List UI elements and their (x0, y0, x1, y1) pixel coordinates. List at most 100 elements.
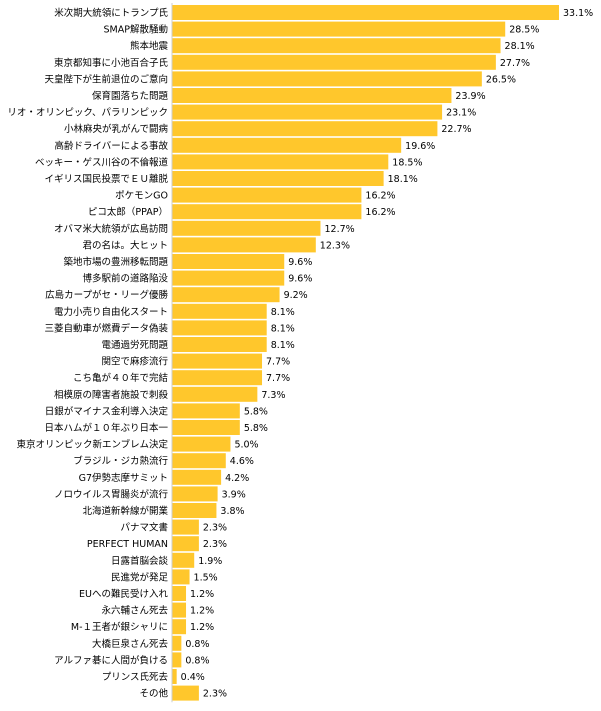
value-label: 2.3% (203, 689, 227, 700)
bar (172, 137, 402, 153)
value-label: 1.9% (198, 556, 222, 567)
value-label: 7.7% (266, 357, 290, 368)
value-label: 2.3% (203, 539, 227, 550)
category-label: 北海道新幹線が開業 (82, 505, 168, 517)
value-label: 9.6% (288, 274, 312, 285)
value-label: 9.6% (288, 257, 312, 268)
category-label: 高齢ドライバーによる事故 (54, 140, 168, 152)
bar (172, 519, 199, 535)
category-label: アルファ碁に人間が負ける (54, 654, 168, 666)
category-label: イギリス国民投票でＥＵ離脱 (44, 173, 168, 185)
category-labels: 米次期大統領にトランプ氏 SMAP解散騒動熊本地震東京都知事に小池百合子氏天皇陛下… (7, 7, 168, 700)
bar (172, 171, 384, 186)
category-label: PERFECT HUMAN (87, 539, 168, 550)
value-label: 5.8% (244, 423, 268, 434)
bar (172, 121, 438, 137)
bar (172, 254, 285, 269)
value-label: 19.6% (405, 141, 435, 152)
bar (172, 353, 263, 369)
bars-group (172, 5, 559, 701)
category-label: ピコ太郎（PPAP） (88, 206, 168, 218)
bar (172, 420, 240, 435)
bar (172, 320, 267, 336)
bar (172, 685, 199, 701)
category-label: 日銀がマイナス金利導入決定 (45, 405, 169, 417)
bar (172, 287, 280, 303)
value-label: 8.1% (271, 340, 295, 351)
category-label: 小林麻央が乳がんで闘病 (64, 123, 169, 135)
value-label: 16.2% (365, 207, 395, 218)
bar (172, 569, 190, 585)
value-labels: 33.1% 28.5% 28.1% 27.7% 26.5%23.9% 23.1% 22.7%… (181, 8, 594, 700)
value-label: 3.8% (220, 506, 244, 517)
value-label: 28.1% (505, 41, 535, 52)
value-label: 4.6% (230, 456, 254, 467)
bar (172, 619, 187, 635)
category-label: 三菱自動車が燃費データ偽装 (44, 322, 168, 334)
category-label: SMAP解散騒動 (104, 24, 168, 36)
category-label: ノロウイルス胃腸炎が流行 (54, 488, 169, 500)
value-label: 0.8% (185, 639, 209, 650)
bar (172, 71, 482, 87)
bar (172, 602, 187, 618)
category-label: G7伊勢志摩サミット (79, 472, 168, 484)
bar (172, 469, 222, 485)
bar (172, 503, 217, 518)
category-label: 保育園落ちた問題 (92, 90, 169, 102)
bar (172, 436, 231, 452)
bar (172, 337, 267, 352)
bar (172, 220, 321, 236)
value-label: 3.9% (222, 489, 246, 500)
bar (172, 552, 195, 568)
category-label: ポケモンGO (115, 191, 168, 202)
category-label: ベッキー・ゲス川谷の不倫報道 (35, 156, 169, 168)
value-label: 16.2% (365, 191, 395, 202)
category-label: 民進党が発足 (111, 571, 169, 583)
bar (172, 88, 452, 103)
bar (172, 386, 258, 402)
category-label: 米次期大統領にトランプ氏 (54, 7, 168, 19)
bar (172, 154, 389, 170)
bar (172, 38, 501, 54)
bar (172, 486, 218, 502)
value-label: 27.7% (500, 58, 530, 69)
category-label: 博多駅前の道路陥没 (82, 273, 168, 285)
value-label: 9.2% (284, 290, 308, 301)
bar (172, 204, 362, 220)
bar (172, 270, 285, 286)
bar (172, 21, 506, 37)
category-label: ブラジル・ジカ熱流行 (73, 455, 168, 467)
category-label: 大橋巨泉さん死去 (92, 638, 169, 650)
category-label: 築地市場の豊洲移転問題 (63, 256, 168, 268)
value-label: 7.3% (261, 390, 285, 401)
bar (172, 187, 362, 203)
value-label: 0.8% (185, 655, 209, 666)
value-label: 1.2% (190, 606, 214, 617)
bar (172, 536, 199, 552)
category-label: 電通過労死問題 (101, 339, 168, 351)
value-label: 23.9% (455, 91, 485, 102)
bar (172, 237, 316, 253)
category-label: 電力小売り自由化スタート (54, 306, 168, 318)
category-label: リオ・オリンピック、パラリンピック (7, 108, 168, 119)
bar (172, 104, 443, 120)
value-label: 1.2% (190, 589, 214, 600)
value-label: 12.3% (320, 240, 350, 251)
category-label: 日本ハムが１０年ぶり日本一 (44, 422, 168, 434)
bar (172, 54, 496, 70)
category-label: こち亀が４０年で完結 (73, 372, 169, 384)
category-label: 天皇陛下が生前退位のご意向 (44, 73, 168, 85)
category-label: 東京オリンピック新エンブレム決定 (16, 439, 168, 451)
bar (172, 370, 263, 386)
value-label: 1.2% (190, 622, 214, 633)
bar (172, 652, 182, 668)
category-label: 広島カープがセ・リーグ優勝 (45, 289, 168, 301)
value-label: 1.5% (194, 572, 218, 583)
category-label: オバマ米大統領が広島訪問 (54, 223, 168, 235)
value-label: 8.1% (271, 323, 295, 334)
value-label: 2.3% (203, 523, 227, 534)
value-label: 12.7% (324, 224, 354, 235)
category-label: 関空で麻疹流行 (101, 356, 168, 368)
value-label: 7.7% (266, 373, 290, 384)
